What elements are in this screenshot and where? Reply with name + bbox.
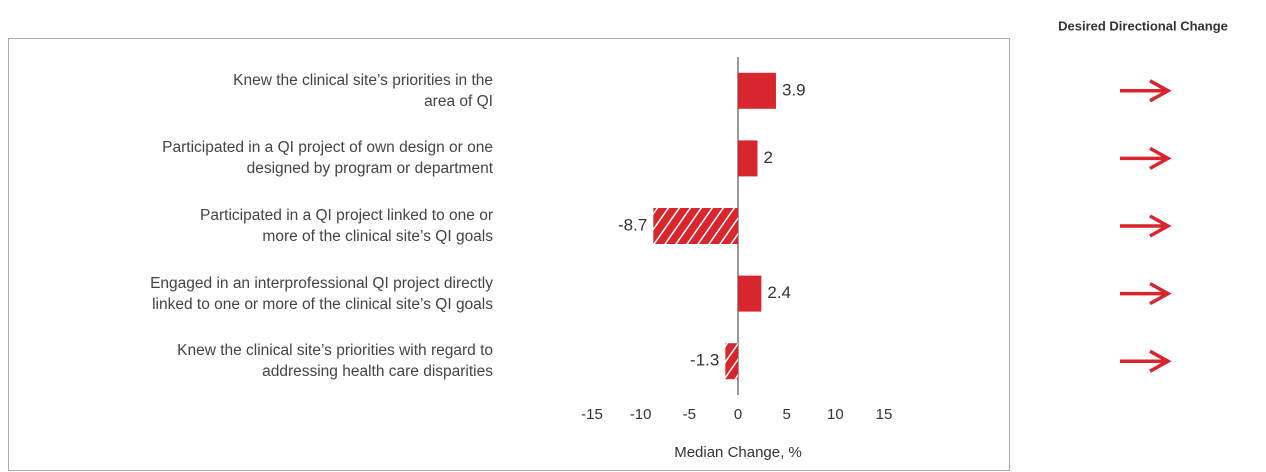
value-label: 2: [763, 148, 772, 167]
value-label: 3.9: [782, 80, 806, 99]
x-tick-label: -5: [683, 406, 696, 423]
bar: [725, 343, 738, 380]
chart-frame: [8, 38, 1010, 471]
x-tick-label: -15: [581, 406, 603, 423]
x-axis-label: Median Change, %: [674, 444, 802, 461]
category-label: Participated in a QI project linked to o…: [200, 207, 493, 245]
x-tick-label: -10: [630, 406, 652, 423]
x-tick-label: 15: [876, 406, 893, 423]
direction-arrow: [1120, 79, 1172, 103]
side-header: Desired Directional Change: [1058, 18, 1228, 33]
bar: [653, 208, 738, 244]
direction-arrow: [1120, 349, 1172, 373]
value-label: 2.4: [767, 283, 791, 302]
bar: [738, 140, 758, 177]
value-label: -8.7: [618, 215, 647, 234]
direction-arrow: [1120, 214, 1172, 238]
x-tick-label: 5: [782, 406, 790, 423]
bar: [738, 72, 776, 109]
x-tick-label: 0: [734, 406, 742, 423]
direction-arrow: [1120, 146, 1172, 170]
bar: [738, 275, 762, 312]
category-label: Knew the clinical site’s priorities in t…: [233, 71, 493, 110]
x-tick-label: 10: [827, 406, 844, 423]
direction-arrow: [1120, 282, 1172, 306]
category-label: Participated in a QI project of own desi…: [162, 139, 493, 178]
category-label: Engaged in an interprofessional QI proje…: [150, 274, 493, 313]
category-label: Knew the clinical site’s priorities with…: [177, 342, 493, 381]
value-label: -1.3: [690, 351, 719, 370]
